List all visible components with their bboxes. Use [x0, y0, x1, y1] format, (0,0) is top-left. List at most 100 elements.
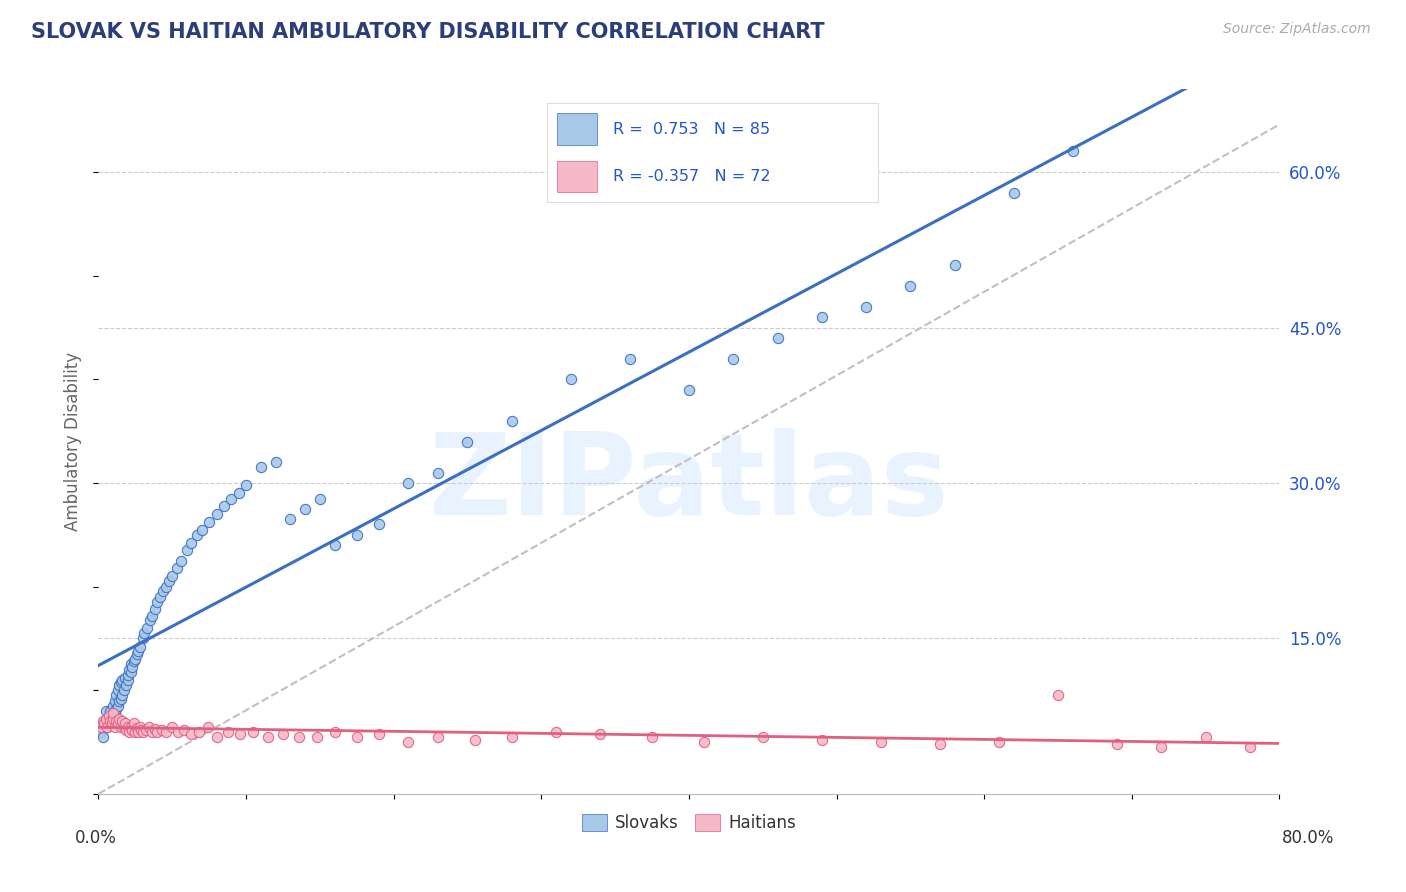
Point	[143, 722, 166, 736]
Point	[115, 678, 138, 692]
Point	[125, 647, 148, 661]
Point	[111, 673, 134, 687]
Point	[103, 712, 125, 726]
Point	[180, 536, 202, 550]
Point	[457, 434, 479, 449]
Point	[141, 724, 163, 739]
Point	[96, 719, 118, 733]
Point	[111, 714, 134, 729]
Point	[104, 719, 127, 733]
Point	[346, 528, 368, 542]
Point	[118, 663, 141, 677]
Point	[693, 735, 716, 749]
Point	[264, 455, 287, 469]
Point	[129, 723, 152, 737]
Point	[90, 719, 112, 733]
Text: 0.0%: 0.0%	[75, 829, 117, 847]
Point	[155, 724, 177, 739]
Point	[810, 310, 832, 325]
Point	[235, 478, 257, 492]
Point	[139, 613, 162, 627]
Point	[97, 709, 120, 723]
Point	[105, 702, 128, 716]
Point	[108, 678, 131, 692]
Point	[221, 491, 243, 506]
Point	[97, 709, 120, 723]
Point	[132, 724, 155, 739]
Point	[988, 735, 1011, 749]
Point	[117, 673, 139, 687]
Point	[1002, 186, 1025, 200]
Point	[198, 516, 221, 530]
Point	[870, 735, 893, 749]
Point	[228, 486, 250, 500]
Point	[122, 654, 145, 668]
Point	[96, 719, 118, 733]
Point	[108, 712, 131, 726]
Point	[103, 709, 125, 723]
Point	[120, 657, 142, 672]
Point	[128, 719, 150, 733]
Point	[110, 691, 132, 706]
Point	[501, 730, 523, 744]
Point	[94, 712, 117, 726]
Point	[155, 580, 177, 594]
Point	[112, 719, 135, 733]
Point	[1107, 737, 1129, 751]
Point	[166, 561, 188, 575]
Point	[197, 719, 219, 733]
Point	[501, 414, 523, 428]
Point	[346, 730, 368, 744]
Point	[105, 714, 128, 729]
Point	[132, 632, 155, 646]
Point	[217, 724, 239, 739]
Point	[128, 640, 150, 654]
Point	[257, 730, 280, 744]
Point	[97, 714, 120, 729]
Point	[157, 574, 180, 589]
Point	[191, 523, 214, 537]
Point	[943, 259, 966, 273]
Point	[368, 727, 391, 741]
Point	[124, 652, 146, 666]
Point	[125, 721, 148, 735]
Y-axis label: Ambulatory Disability: Ambulatory Disability	[65, 352, 83, 531]
Point	[678, 383, 700, 397]
Point	[134, 626, 156, 640]
Point	[149, 590, 172, 604]
Point	[464, 733, 486, 747]
Point	[176, 543, 198, 558]
Text: SLOVAK VS HAITIAN AMBULATORY DISABILITY CORRELATION CHART: SLOVAK VS HAITIAN AMBULATORY DISABILITY …	[31, 22, 824, 42]
Point	[141, 608, 163, 623]
Point	[107, 716, 129, 731]
Point	[641, 730, 664, 744]
Point	[100, 712, 122, 726]
Point	[104, 693, 127, 707]
Legend: Slovaks, Haitians: Slovaks, Haitians	[575, 807, 803, 838]
Point	[93, 716, 115, 731]
Point	[91, 730, 114, 744]
Point	[368, 517, 391, 532]
Point	[94, 704, 117, 718]
Point	[91, 714, 114, 729]
Point	[170, 554, 193, 568]
Point	[900, 279, 922, 293]
Text: ZIPatlas: ZIPatlas	[429, 428, 949, 540]
Point	[100, 716, 122, 731]
Point	[108, 693, 131, 707]
Point	[810, 733, 832, 747]
Point	[103, 706, 125, 720]
Point	[138, 719, 160, 733]
Point	[323, 538, 346, 552]
Point	[136, 621, 159, 635]
Point	[127, 644, 149, 658]
Point	[150, 723, 173, 737]
Point	[619, 351, 641, 366]
Point	[323, 724, 346, 739]
Point	[305, 730, 328, 744]
Point	[1062, 145, 1084, 159]
Point	[280, 512, 302, 526]
Point	[104, 706, 127, 720]
Point	[120, 665, 142, 679]
Point	[560, 372, 582, 386]
